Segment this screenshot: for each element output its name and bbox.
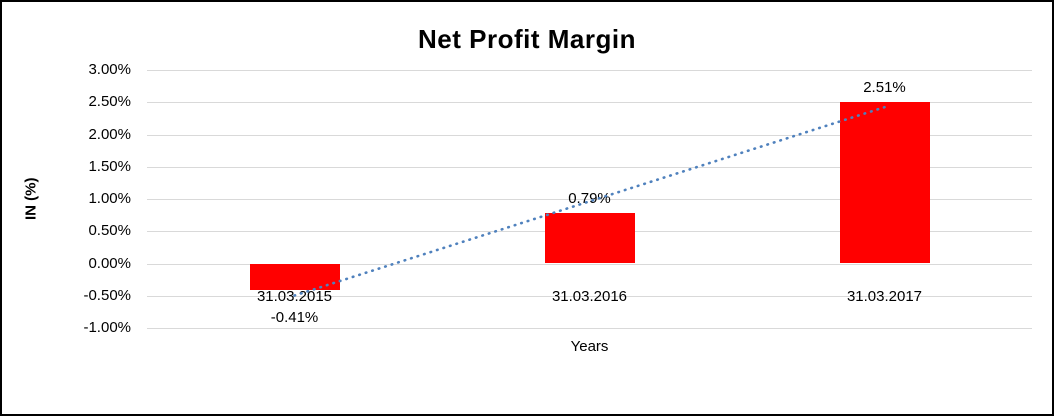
gridline — [147, 328, 1032, 329]
y-axis-ticks: 3.00% 2.50% 2.00% 1.50% 1.00% 0.50% 0.00% -0.50… — [42, 61, 137, 336]
y-tick-label: 1.50% — [88, 157, 131, 175]
gridline — [147, 102, 1032, 104]
plot-area: -0.41% 31.03.2015 0.79% 31.03.2016 2.51% 31.0… — [147, 70, 1032, 329]
y-tick-label: -0.50% — [83, 286, 131, 304]
bar — [839, 101, 930, 264]
y-tick-label: 3.00% — [88, 61, 131, 78]
y-tick-label: 2.00% — [88, 125, 131, 143]
y-tick-label: 0.00% — [88, 254, 131, 272]
bar — [249, 263, 340, 290]
data-label: -0.41% — [270, 308, 319, 326]
data-label: 2.51% — [863, 78, 906, 96]
x-category-label: 31.03.2016 — [551, 287, 628, 305]
y-tick-label: 0.50% — [88, 222, 131, 240]
data-label: 0.79% — [568, 189, 611, 207]
y-tick-label: 2.50% — [88, 93, 131, 111]
bar — [544, 212, 635, 264]
y-tick-label: -1.00% — [83, 319, 131, 336]
chart-title: Net Profit Margin — [418, 24, 636, 54]
x-category-label: 31.03.2015 — [256, 287, 333, 305]
gridline — [147, 70, 1032, 71]
y-tick-label: 1.00% — [88, 190, 131, 207]
x-axis-title: Years — [570, 338, 609, 355]
x-category-label: 31.03.2017 — [846, 287, 923, 305]
